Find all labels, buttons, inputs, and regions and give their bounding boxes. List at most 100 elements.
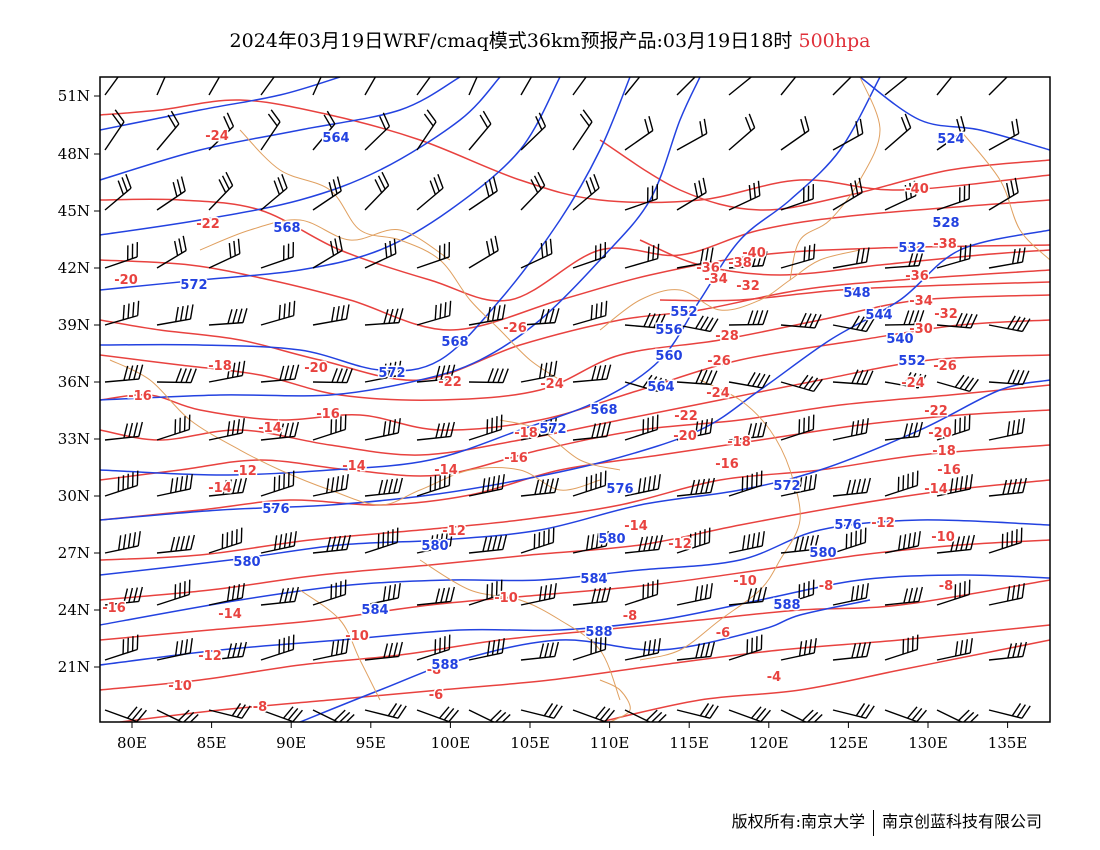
wind-barb	[988, 177, 1019, 211]
temperature-isotherm	[100, 539, 1050, 641]
wind-barb-shaft	[728, 648, 762, 661]
wind-barb	[104, 634, 139, 661]
wind-barb-feather	[336, 176, 342, 192]
wind-barb-feather	[653, 313, 661, 328]
wind-barb-feather	[346, 534, 352, 550]
temperature-label: -22	[196, 217, 220, 232]
wind-barb-feather	[604, 709, 615, 722]
wind-barb	[468, 579, 503, 606]
wind-barb-shaft	[624, 257, 658, 269]
wind-barb-shaft	[572, 378, 607, 383]
height-label: 580	[809, 546, 836, 561]
temperature-isotherm	[100, 579, 1050, 691]
wind-barb-feather	[746, 534, 751, 550]
temperature-label: -40	[742, 246, 766, 261]
wind-barb-feather	[644, 118, 650, 134]
wind-barb-shaft	[572, 77, 594, 96]
wind-barb-feather	[694, 421, 699, 437]
wind-barb-feather	[651, 185, 654, 201]
wind-barb	[572, 470, 607, 497]
wind-barb-feather	[335, 476, 340, 492]
wind-barb-feather	[242, 308, 248, 323]
wind-barb-feather	[586, 535, 590, 551]
wind-barb-feather	[387, 585, 392, 601]
wind-barb-feather	[184, 305, 189, 321]
wind-barb	[208, 171, 234, 211]
wind-barb	[156, 176, 186, 211]
wind-barb-shaft	[728, 435, 763, 441]
wind-barb-feather	[241, 705, 251, 719]
wind-barb-feather	[1014, 177, 1019, 193]
wind-barb-feather	[128, 365, 134, 381]
wind-barb-feather	[741, 476, 744, 492]
wind-barb	[832, 418, 869, 441]
wind-barb-feather	[860, 584, 865, 600]
wind-barb	[208, 112, 235, 151]
wind-barb-feather	[591, 588, 597, 604]
wind-barb-shaft	[208, 77, 227, 96]
wind-barb	[364, 527, 399, 554]
wind-barb-feather	[221, 175, 230, 190]
wind-barb	[624, 579, 659, 606]
wind-barb	[676, 315, 719, 333]
wind-barb-feather	[540, 242, 544, 258]
temperature-label: -14	[342, 459, 366, 474]
wind-barb-shaft	[728, 484, 762, 497]
wind-barb-feather	[179, 640, 184, 656]
wind-barb-shaft	[832, 132, 864, 151]
wind-barb-feather	[553, 583, 557, 599]
wind-barb-feather	[902, 639, 905, 655]
wind-barb-feather	[338, 235, 343, 251]
wind-barb-feather	[913, 180, 917, 196]
wind-barb-feather	[648, 313, 656, 328]
wind-barb-feather	[656, 579, 659, 595]
wind-barb-shaft	[676, 77, 702, 96]
wind-barb-feather	[911, 708, 923, 721]
wind-barb-feather	[911, 472, 914, 488]
wind-barb-feather	[398, 641, 404, 657]
wind-barb-feather	[1007, 369, 1015, 384]
wind-barb-feather	[491, 476, 496, 492]
wind-barb-feather	[433, 177, 440, 192]
wind-barb-feather	[486, 584, 489, 600]
wind-barb-feather	[374, 179, 383, 194]
wind-barb-feather	[908, 587, 914, 603]
temperature-label: -24	[901, 376, 925, 391]
wind-barb-feather	[704, 584, 709, 600]
height-label: 560	[655, 349, 682, 364]
wind-barb-shaft	[312, 428, 346, 441]
wind-barb	[364, 308, 404, 326]
wind-barb-feather	[190, 368, 197, 383]
wind-barb-feather	[549, 308, 555, 324]
temperature-label: -18	[208, 359, 232, 374]
wind-barb	[260, 421, 300, 441]
wind-barb-feather	[593, 173, 600, 189]
wind-barb-feather	[175, 536, 181, 552]
height-label: 572	[539, 422, 566, 437]
wind-barb-shaft	[988, 541, 1022, 554]
wind-barb-feather	[865, 247, 870, 263]
wind-barb	[624, 474, 661, 497]
wind-barb-feather	[798, 641, 803, 657]
wind-barb-feather	[642, 477, 647, 493]
wind-barb	[260, 634, 295, 661]
wind-barb-feather	[1020, 527, 1023, 543]
wind-barb-feather	[470, 54, 485, 64]
temperature-label: -24	[540, 377, 564, 392]
wind-barb-feather	[136, 634, 139, 650]
wind-barb	[156, 709, 199, 722]
wind-barb-feather	[292, 470, 295, 486]
wind-barb-feather	[448, 709, 459, 722]
wind-barb-feather	[294, 586, 300, 602]
wind-barb-shaft	[520, 374, 555, 383]
wind-barb-shaft	[780, 381, 814, 393]
wind-barb	[312, 414, 347, 441]
temperature-label: -16	[316, 407, 340, 422]
wind-barb	[884, 531, 921, 554]
wind-barb-feather	[918, 310, 925, 325]
wind-barb-shaft	[676, 655, 711, 661]
wind-barb-feather	[490, 709, 502, 722]
temperature-isotherm	[100, 409, 1050, 521]
temperature-label: -40	[905, 182, 929, 197]
height-label: 568	[441, 335, 468, 350]
